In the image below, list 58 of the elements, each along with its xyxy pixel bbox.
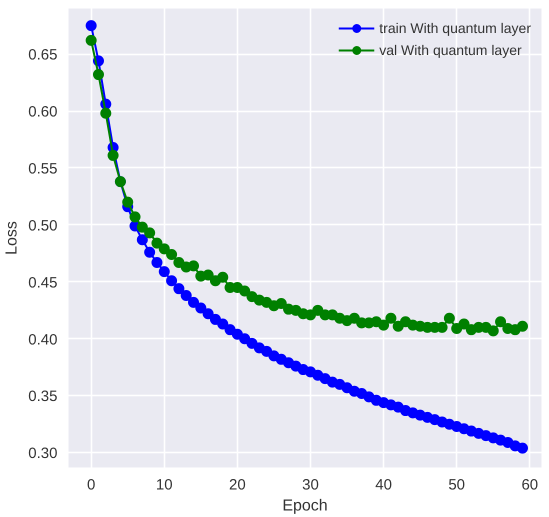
point — [458, 318, 470, 330]
point — [210, 314, 221, 325]
y-tick-label: 0.45 — [28, 274, 58, 292]
point — [239, 285, 250, 296]
point — [378, 320, 390, 331]
point — [385, 312, 396, 324]
x-tick-label: 50 — [448, 476, 466, 494]
point — [144, 246, 156, 258]
point — [122, 196, 134, 208]
y-tick-label: 0.55 — [28, 160, 58, 178]
point — [144, 227, 156, 238]
point — [158, 266, 170, 278]
point — [217, 318, 228, 330]
x-tick-label: 0 — [86, 476, 96, 494]
x-tick-label: 40 — [375, 476, 392, 494]
legend-label: val With quantum layer — [379, 42, 522, 58]
y-tick-label: 0.50 — [28, 217, 58, 234]
point — [202, 270, 214, 281]
point — [516, 442, 528, 454]
point — [173, 283, 184, 294]
point — [86, 20, 97, 32]
point — [100, 108, 112, 119]
x-tick-label: 20 — [229, 476, 246, 494]
point — [217, 272, 228, 283]
point — [516, 320, 528, 332]
point — [86, 34, 97, 46]
y-tick-label: 0.40 — [28, 331, 58, 348]
x-tick-label: 10 — [156, 476, 173, 494]
point — [151, 256, 162, 268]
point — [92, 69, 104, 80]
x-tick-label: 60 — [521, 476, 538, 494]
point — [166, 275, 178, 286]
point — [202, 308, 214, 320]
point — [130, 211, 141, 222]
y-tick-label: 0.30 — [28, 445, 58, 462]
point — [180, 290, 192, 302]
point — [488, 325, 499, 336]
point — [436, 322, 448, 333]
point — [151, 238, 162, 249]
point — [136, 234, 148, 246]
point — [444, 312, 455, 324]
y-tick-label: 0.35 — [28, 388, 58, 406]
point — [136, 222, 148, 233]
point — [195, 302, 206, 314]
y-tick-label: 0.60 — [28, 104, 58, 121]
point — [188, 296, 200, 308]
point — [158, 243, 170, 254]
point — [108, 150, 119, 161]
legend-label: train With quantum layer — [379, 20, 531, 36]
point — [276, 298, 287, 309]
point — [166, 249, 178, 260]
point — [495, 316, 506, 328]
y-axis-title: Loss — [3, 221, 20, 255]
x-axis-title: Epoch — [282, 498, 328, 514]
x-tick-label: 30 — [302, 476, 319, 494]
y-tick-label: 0.65 — [28, 46, 58, 64]
point — [304, 309, 316, 320]
point — [188, 260, 200, 272]
